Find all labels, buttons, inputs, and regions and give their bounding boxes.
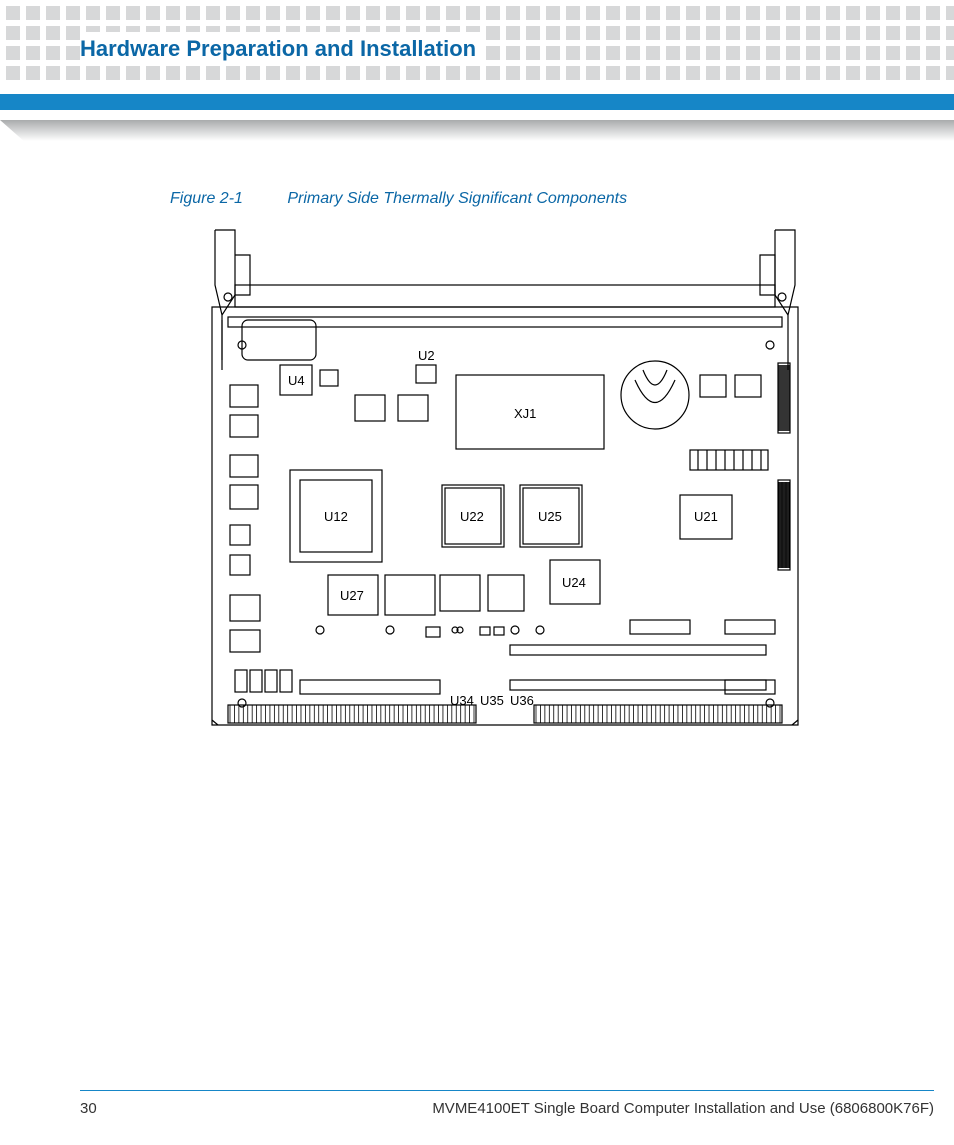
label-xj1: XJ1	[514, 406, 536, 421]
board-diagram: U4 U2 XJ1 U12 U22 U25 U21 U24 U27 U34 U3…	[180, 225, 820, 755]
label-u2: U2	[418, 348, 435, 363]
figure-number: Figure 2-1	[170, 190, 243, 207]
label-u36: U36	[510, 693, 534, 708]
label-u27: U27	[340, 588, 364, 603]
label-u34: U34	[450, 693, 474, 708]
header-shadow	[0, 120, 954, 150]
label-u24: U24	[562, 575, 586, 590]
label-u12: U12	[324, 509, 348, 524]
footer-doc-title: MVME4100ET Single Board Computer Install…	[432, 1100, 934, 1117]
label-u21: U21	[694, 509, 718, 524]
figure-caption: Figure 2-1 Primary Side Thermally Signif…	[170, 190, 627, 208]
decor-squares-row	[0, 66, 954, 80]
label-u22: U22	[460, 509, 484, 524]
label-u25: U25	[538, 509, 562, 524]
header-rule	[0, 94, 954, 110]
figure-title: Primary Side Thermally Significant Compo…	[287, 190, 627, 207]
footer-rule	[80, 1090, 934, 1099]
decor-squares-row	[0, 6, 954, 20]
page-number: 30	[80, 1100, 97, 1117]
page-title: Hardware Preparation and Installation	[80, 32, 486, 66]
label-u35: U35	[480, 693, 504, 708]
label-u4: U4	[288, 373, 305, 388]
